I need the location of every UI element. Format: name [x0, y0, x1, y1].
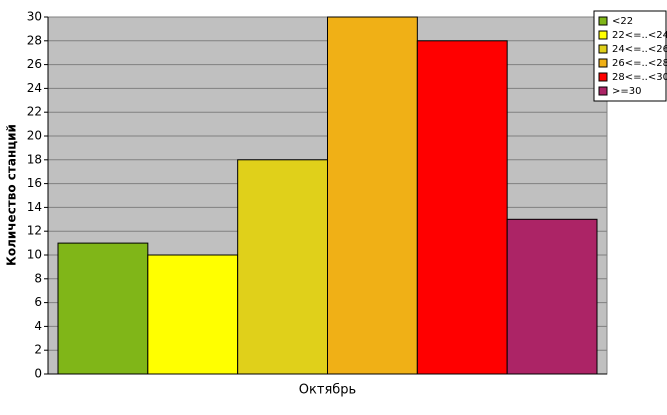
bar [237, 159, 329, 375]
bar [327, 16, 418, 375]
y-tick-label: 8 [34, 271, 42, 285]
y-tick-label: 30 [27, 10, 42, 24]
x-tick-label: Октябрь [299, 383, 356, 398]
y-tick-label: 24 [27, 81, 42, 95]
y-tick-label: 20 [27, 129, 42, 143]
legend-label: 26<=..<28 [612, 58, 667, 69]
y-tick-label: 16 [27, 176, 42, 190]
y-tick-label: 26 [27, 57, 42, 71]
y-tick-label: 22 [27, 105, 42, 119]
y-tick-label: 18 [27, 152, 42, 166]
legend-swatch [598, 72, 608, 82]
y-axis-label: Количество станций [5, 124, 19, 266]
legend-label: 22<=..<24 [612, 30, 667, 41]
y-tick-label: 14 [27, 200, 42, 214]
bar [57, 242, 149, 375]
legend-swatch [598, 58, 608, 68]
legend-box [593, 10, 667, 102]
legend-swatch [598, 44, 608, 54]
legend-swatch [598, 86, 608, 96]
y-tick-label: 6 [34, 295, 42, 309]
y-tick-label: 2 [34, 343, 42, 357]
y-tick-label: 28 [27, 33, 42, 47]
y-tick-label: 4 [34, 319, 42, 333]
legend-swatch [598, 30, 608, 40]
bar [416, 40, 508, 375]
legend-label: 28<=..<30 [612, 72, 667, 83]
legend-label: 24<=..<26 [612, 44, 667, 55]
legend-label: <22 [612, 16, 633, 27]
y-tick-label: 10 [27, 248, 42, 262]
legend-label: >=30 [612, 86, 641, 97]
legend-swatch [598, 16, 608, 26]
bar [147, 254, 239, 375]
bar [506, 218, 598, 375]
y-tick-label: 12 [27, 224, 42, 238]
y-tick-label: 0 [34, 367, 42, 381]
